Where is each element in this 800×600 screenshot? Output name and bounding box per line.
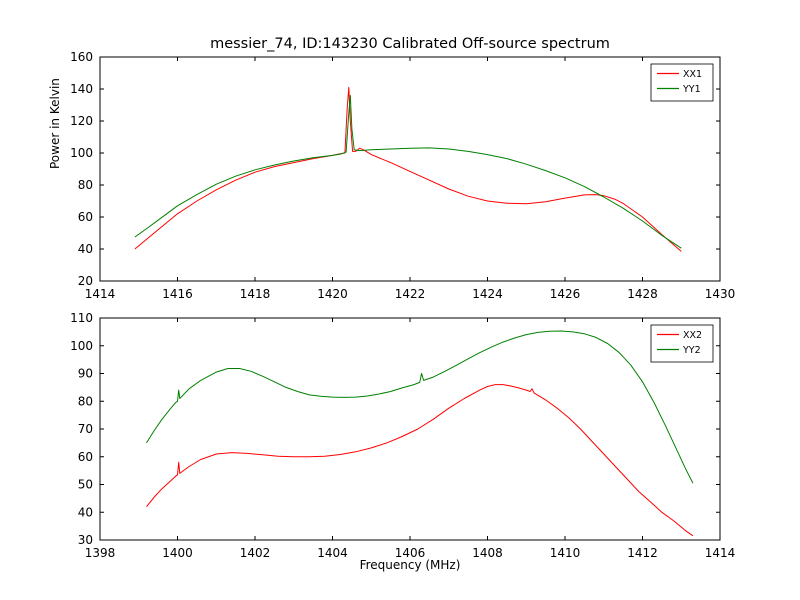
x-tick-label: 1424	[472, 287, 503, 301]
series-line-XX2	[146, 384, 694, 537]
axes-frame	[99, 317, 721, 541]
y-tick-label: 40	[78, 242, 93, 256]
bottom-subplot: 1398 1400 1402 1404 1406 1408 1410 1412 1414 30 40…	[70, 311, 735, 560]
legend-box	[650, 63, 714, 102]
x-tick-label: 1414	[85, 287, 116, 301]
y-tick-label: 160	[70, 50, 93, 64]
x-tick-label: 1418	[240, 287, 271, 301]
y-tick-label: 80	[78, 394, 93, 408]
legend-label: XX2	[683, 330, 702, 341]
x-tick-label: 1400	[162, 546, 193, 560]
x-tick-label: 1406	[395, 546, 426, 560]
y-tick-label: 60	[78, 450, 93, 464]
y-tick-label: 80	[78, 178, 93, 192]
y-tick-label: 140	[70, 82, 93, 96]
y-tick-label: 110	[70, 311, 93, 325]
legend-label: YY2	[682, 345, 701, 356]
series-line-YY1	[134, 94, 682, 249]
x-tick-label: 1404	[317, 546, 348, 560]
x-tick-label: 1398	[85, 546, 116, 560]
x-axis-label: Frequency (MHz)	[359, 558, 461, 572]
x-tick-label: 1402	[240, 546, 271, 560]
series-line-YY2	[146, 330, 694, 484]
x-tick-label: 1414	[705, 546, 736, 560]
x-tick-label: 1410	[550, 546, 581, 560]
x-tick-label: 1422	[395, 287, 426, 301]
x-tick-label: 1416	[162, 287, 193, 301]
legend-label: YY1	[682, 84, 701, 95]
y-tick-label: 60	[78, 210, 93, 224]
y-tick-label: 50	[78, 478, 93, 492]
y-tick-label: 20	[78, 274, 93, 288]
y-tick-label: 100	[70, 146, 93, 160]
axes-frame	[99, 56, 721, 282]
series-line-XX1	[134, 86, 682, 252]
x-tick-label: 1426	[550, 287, 581, 301]
x-tick-label: 1430	[705, 287, 736, 301]
legend-box	[650, 324, 714, 363]
x-tick-label: 1412	[627, 546, 658, 560]
x-tick-label: 1420	[317, 287, 348, 301]
x-tick-label: 1428	[627, 287, 658, 301]
x-tick-label: 1408	[472, 546, 503, 560]
y-tick-label: 30	[78, 533, 93, 547]
y-tick-label: 100	[70, 339, 93, 353]
y-tick-label: 70	[78, 422, 93, 436]
chart-title: messier_74, ID:143230 Calibrated Off-sou…	[210, 36, 610, 52]
y-tick-label: 40	[78, 505, 93, 519]
y-tick-label: 120	[70, 114, 93, 128]
legend-label: XX1	[683, 69, 702, 80]
y-tick-label: 90	[78, 367, 93, 381]
top-subplot: 1414 1416 1418 1420 1422 1424 1426 1428 1430 20 40…	[70, 50, 735, 301]
